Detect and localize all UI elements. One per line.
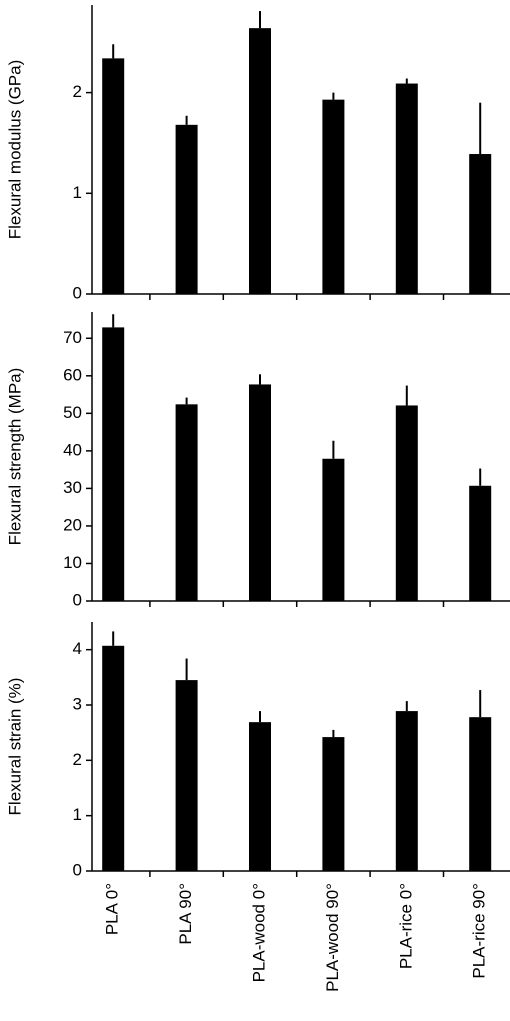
y-tick-label: 0 (73, 860, 82, 879)
y-tick-label: 30 (63, 478, 82, 497)
y-tick-label: 1 (73, 805, 82, 824)
y-tick-label: 4 (73, 639, 82, 658)
y-tick-label: 2 (73, 82, 82, 101)
y-axis-label: Flexural strength (MPa) (5, 368, 24, 546)
bar (469, 154, 492, 294)
x-tick-label: PLA-wood 0° (249, 883, 268, 982)
y-tick-label: 0 (73, 590, 82, 609)
y-tick-label: 2 (73, 750, 82, 769)
x-tick-label: PLA-wood 90° (323, 883, 342, 992)
x-tick-label: PLA-rice 90° (470, 883, 489, 979)
bar (249, 28, 271, 294)
bar (322, 737, 345, 871)
bar (469, 717, 492, 871)
bar (249, 384, 271, 601)
y-tick-label: 60 (63, 365, 82, 384)
bar (469, 485, 492, 601)
y-axis-label: Flexural modulus (GPa) (5, 60, 24, 240)
x-tick-label: PLA-rice 0° (396, 883, 415, 969)
bar (322, 458, 345, 601)
bar (249, 722, 271, 871)
y-tick-label: 3 (73, 694, 82, 713)
bar (175, 680, 198, 871)
y-tick-label: 0 (73, 283, 82, 302)
y-axis-label: Flexural strain (%) (5, 678, 24, 816)
x-tick-label: PLA 90° (176, 883, 195, 945)
bar (102, 327, 125, 601)
bar (102, 645, 125, 871)
y-tick-label: 10 (63, 553, 82, 572)
y-tick-label: 70 (63, 328, 82, 347)
y-tick-label: 20 (63, 515, 82, 534)
bar (322, 99, 345, 294)
y-tick-label: 40 (63, 440, 82, 459)
bar (175, 124, 198, 294)
bar (175, 404, 198, 601)
x-tick-label: PLA 0° (103, 883, 122, 935)
y-tick-label: 1 (73, 183, 82, 202)
bar (395, 405, 418, 601)
bar (395, 83, 418, 295)
bar (102, 58, 125, 294)
bar (395, 711, 418, 871)
y-tick-label: 50 (63, 403, 82, 422)
